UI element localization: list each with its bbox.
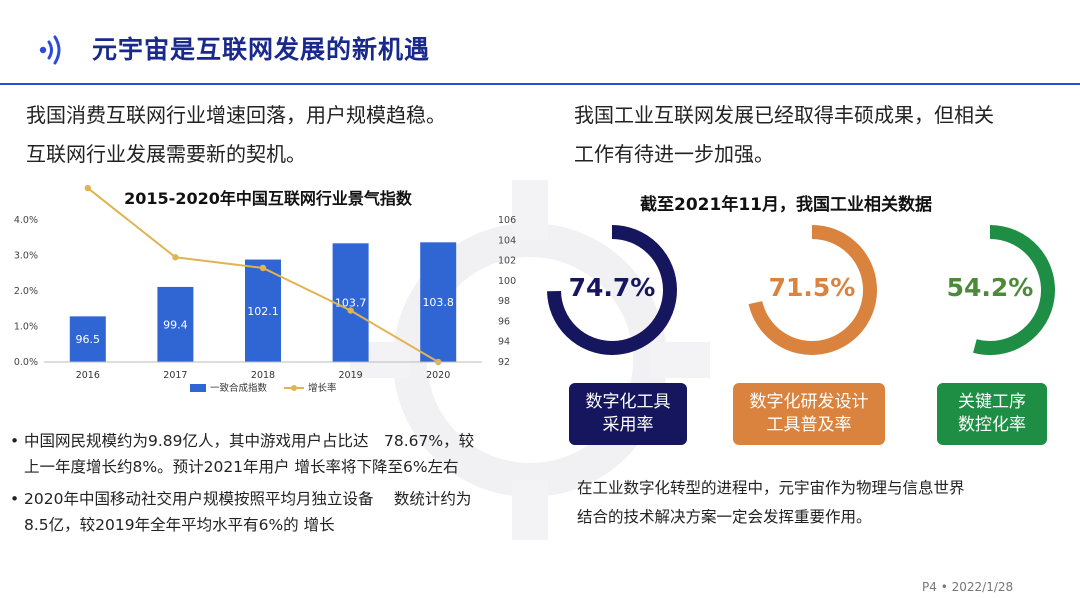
- gauge-label-line-2: 数控化率: [958, 415, 1026, 435]
- x-axis: 2016 2017 2018 2019 2020: [44, 361, 482, 381]
- gauge-label-3: 关键工序 数控化率: [937, 383, 1047, 445]
- left-tick-label: 4.0%: [14, 215, 38, 226]
- bullet-1-line-2: 上一年度增长约8%。预计2021年用户 增长率将下降至6%左右: [24, 458, 459, 476]
- right-tick-label: 96: [498, 316, 510, 327]
- right-intro-line-2: 工作有待进一步加强。: [574, 142, 774, 166]
- left-tick-label: 2.0%: [14, 286, 38, 297]
- sound-wave-icon: [39, 35, 61, 65]
- page-title: 元宇宙是互联网发展的新机遇: [92, 35, 431, 64]
- gauge-label-line-2: 采用率: [602, 415, 654, 435]
- left-intro-line-1: 我国消费互联网行业增速回落，用户规模趋稳。: [26, 103, 446, 127]
- legend-label-bar: 一致合成指数: [210, 382, 268, 394]
- bullet-1-line-1: 中国网民规模约为9.89亿人，其中游戏用户占比达 78.67%，较: [24, 432, 475, 450]
- bullet-2-line-1: 2020年中国移动社交用户规模按照平均月独立设备 数统计约为: [24, 490, 472, 508]
- bullet-item: 中国网民规模约为9.89亿人，其中游戏用户占比达 78.67%，较 上一年度增长…: [10, 428, 555, 480]
- right-tick-label: 102: [498, 256, 516, 267]
- x-tick-label: 2018: [251, 370, 275, 381]
- gauge-arc: [547, 225, 677, 355]
- right-summary-line-2: 结合的技术解决方案一定会发挥重要作用。: [577, 508, 872, 526]
- gauge-label-line-1: 数字化工具: [585, 392, 671, 412]
- legend-swatch-bar: [190, 384, 206, 392]
- right-tick-label: 100: [498, 276, 516, 287]
- chart-title: 2015-2020年中国互联网行业景气指数: [124, 189, 413, 208]
- bullet-2-line-2: 8.5亿，较2019年全年平均水平有6%的 增长: [24, 516, 335, 534]
- right-axis: 92 94 96 98 100 102 104 106: [498, 215, 516, 368]
- right-tick-label: 94: [498, 337, 510, 348]
- gauge-label-text: 数字化工具 采用率: [586, 391, 671, 437]
- industry-data-heading: 截至2021年11月，我国工业相关数据: [640, 195, 932, 215]
- gauge-3: 54.2%: [918, 218, 1062, 362]
- line-point: [172, 254, 179, 261]
- bar: [332, 243, 369, 362]
- left-intro: 我国消费互联网行业增速回落，用户规模趋稳。 互联网行业发展需要新的契机。: [26, 96, 446, 174]
- gauge-label-2: 数字化研发设计 工具普及率: [733, 383, 885, 445]
- industry-index-chart: 2015-2020年中国互联网行业景气指数 0.0% 1.0% 2.0% 3.0% 4.…: [14, 184, 516, 394]
- gauge-ring: [748, 225, 877, 355]
- bullet-list: 中国网民规模约为9.89亿人，其中游戏用户占比达 78.67%，较 上一年度增长…: [10, 428, 555, 544]
- x-tick-label: 2016: [76, 370, 100, 381]
- gauge-value: 71.5%: [768, 273, 856, 302]
- legend-swatch-point: [291, 385, 297, 391]
- gauge-label-line-1: 数字化研发设计: [749, 392, 869, 412]
- slide-footer: P4 • 2022/1/28: [922, 580, 1013, 594]
- gauge-ring: [547, 225, 677, 355]
- gauge-label-line-1: 关键工序: [958, 392, 1026, 412]
- gauge-arc: [973, 225, 1055, 355]
- gauge-arc: [748, 225, 877, 355]
- right-tick-label: 106: [498, 215, 516, 226]
- gauge-2: 71.5%: [740, 218, 884, 362]
- line-point: [84, 184, 92, 192]
- bullet-item: 2020年中国移动社交用户规模按照平均月独立设备 数统计约为 8.5亿，较201…: [10, 486, 555, 538]
- footer-separator: •: [940, 580, 952, 594]
- right-intro: 我国工业互联网发展已经取得丰硕成果，但相关 工作有待进一步加强。: [574, 96, 1064, 174]
- gauge-1: 74.7%: [540, 218, 684, 362]
- gauge-label-1: 数字化工具 采用率: [569, 383, 687, 445]
- slide-header: 元宇宙是互联网发展的新机遇: [0, 0, 1080, 85]
- gauge-value: 54.2%: [946, 273, 1034, 302]
- right-tick-label: 98: [498, 296, 510, 307]
- chart-legend: 一致合成指数 增长率: [190, 382, 337, 394]
- line-point: [347, 307, 354, 314]
- bar: [69, 316, 106, 362]
- left-axis: 0.0% 1.0% 2.0% 3.0% 4.0%: [14, 215, 38, 368]
- left-tick-label: 0.0%: [14, 357, 38, 368]
- gauge-label-line-2: 工具普及率: [766, 415, 852, 435]
- x-tick-label: 2017: [163, 370, 187, 381]
- bar: [245, 259, 281, 362]
- gauge-value: 74.7%: [568, 273, 656, 302]
- line-point: [259, 264, 267, 272]
- bar-data-label: 96.5: [76, 333, 101, 346]
- right-tick-label: 92: [498, 357, 510, 368]
- right-intro-line-1: 我国工业互联网发展已经取得丰硕成果，但相关: [574, 103, 994, 127]
- right-tick-label: 104: [498, 235, 516, 246]
- gauge-label-text: 数字化研发设计 工具普及率: [750, 391, 869, 437]
- right-summary: 在工业数字化转型的进程中，元宇宙作为物理与信息世界 结合的技术解决方案一定会发挥…: [577, 474, 1047, 532]
- footer-date: 2022/1/28: [951, 580, 1014, 594]
- left-tick-label: 3.0%: [14, 251, 38, 262]
- bar-data-label: 99.4: [163, 318, 188, 331]
- x-tick-label: 2019: [339, 370, 363, 381]
- page-number: P4: [922, 580, 937, 594]
- right-summary-line-1: 在工业数字化转型的进程中，元宇宙作为物理与信息世界: [577, 479, 965, 497]
- left-tick-label: 1.0%: [14, 322, 38, 333]
- bar: [157, 286, 194, 362]
- x-tick-label: 2020: [426, 370, 450, 381]
- bar-data-label: 102.1: [247, 305, 279, 318]
- gauge-ring: [973, 225, 1055, 355]
- left-intro-line-2: 互联网行业发展需要新的契机。: [26, 142, 306, 166]
- bar: [420, 242, 457, 362]
- bar-data-label: 103.8: [422, 296, 454, 309]
- legend-label-line: 增长率: [308, 382, 337, 394]
- gauge-label-text: 关键工序 数控化率: [958, 391, 1026, 437]
- header-divider: [0, 83, 1080, 85]
